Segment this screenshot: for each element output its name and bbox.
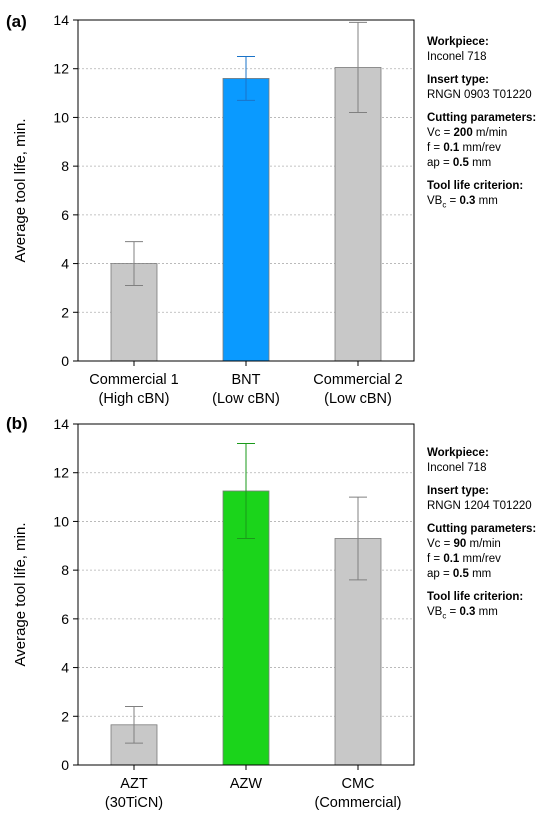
panel-label: (b)	[6, 414, 28, 433]
x-tick-label: (30TiCN)	[105, 795, 163, 811]
insert-header: Insert type:	[427, 74, 489, 86]
x-tick-label: CMC	[341, 776, 374, 792]
cutting-header: Cutting parameters:	[427, 112, 537, 124]
x-tick-label: (Low cBN)	[212, 391, 280, 407]
f-line: f = 0.1 mm/rev	[427, 142, 501, 154]
ap-line: ap = 0.5 mm	[427, 157, 492, 169]
y-tick-label: 10	[53, 513, 69, 529]
parameters-box: Workpiece: Inconel 718 Insert type: RNGN…	[427, 35, 550, 220]
criterion-header: Tool life criterion:	[427, 591, 524, 603]
workpiece-header: Workpiece:	[427, 447, 489, 459]
criterion-header: Tool life criterion:	[427, 180, 524, 192]
chart-b: AZT (30TiCN) AZW CMC (Commercial) 0 2 4 6 8 10 12 14…	[12, 416, 415, 811]
workpiece-value: Inconel 718	[427, 462, 487, 474]
y-tick-label: 0	[61, 757, 69, 773]
bar	[334, 538, 382, 766]
y-tick-label: 6	[61, 611, 69, 627]
vc-line: Vc = 200 m/min	[427, 127, 508, 139]
y-axis-label: Average tool life, min.	[12, 523, 29, 667]
y-tick-label: 14	[53, 12, 69, 28]
y-tick-label: 2	[61, 304, 69, 320]
bar	[334, 67, 382, 362]
panel-label: (a)	[6, 12, 27, 31]
y-tick-label: 6	[61, 207, 69, 223]
insert-header: Insert type:	[427, 485, 489, 497]
chart-panel-a: Commercial 1 (High cBN) BNT (Low cBN) Commer…	[6, 12, 550, 407]
y-tick-label: 4	[61, 256, 69, 272]
x-tick-label: (Low cBN)	[324, 391, 392, 407]
chart-a: Commercial 1 (High cBN) BNT (Low cBN) Commer…	[12, 12, 415, 407]
x-tick-label: AZW	[230, 776, 263, 792]
vc-line: Vc = 90 m/min	[427, 538, 501, 550]
y-tick-label: 14	[53, 416, 69, 432]
y-axis-label: Average tool life, min.	[12, 119, 29, 263]
x-tick-label: Commercial 2	[313, 372, 402, 388]
workpiece-value: Inconel 718	[427, 51, 487, 63]
f-line: f = 0.1 mm/rev	[427, 553, 501, 565]
x-tick-label: BNT	[232, 372, 261, 388]
x-tick-label: (High cBN)	[99, 391, 170, 407]
insert-value: RNGN 1204 T01220	[427, 500, 532, 512]
x-tick-label: AZT	[120, 776, 148, 792]
y-tick-label: 4	[61, 660, 69, 676]
y-tick-label: 8	[61, 158, 69, 174]
y-tick-label: 8	[61, 562, 69, 578]
x-tick-label: (Commercial)	[315, 795, 402, 811]
x-tick-label: Commercial 1	[89, 372, 178, 388]
y-tick-label: 10	[53, 109, 69, 125]
y-tick-label: 2	[61, 708, 69, 724]
vb-line: VBc = 0.3 mm	[427, 195, 498, 210]
workpiece-header: Workpiece:	[427, 36, 489, 48]
cutting-header: Cutting parameters:	[427, 523, 537, 535]
y-tick-label: 0	[61, 353, 69, 369]
y-tick-label: 12	[53, 61, 69, 77]
bar	[222, 78, 270, 362]
ap-line: ap = 0.5 mm	[427, 568, 492, 580]
y-tick-label: 12	[53, 465, 69, 481]
chart-panel-b: AZT (30TiCN) AZW CMC (Commercial) 0 2 4 6 8 10 12 14…	[0, 412, 550, 821]
vb-line: VBc = 0.3 mm	[427, 606, 498, 621]
parameters-box: Workpiece: Inconel 718 Insert type: RNGN…	[427, 446, 550, 631]
insert-value: RNGN 0903 T01220	[427, 89, 532, 101]
